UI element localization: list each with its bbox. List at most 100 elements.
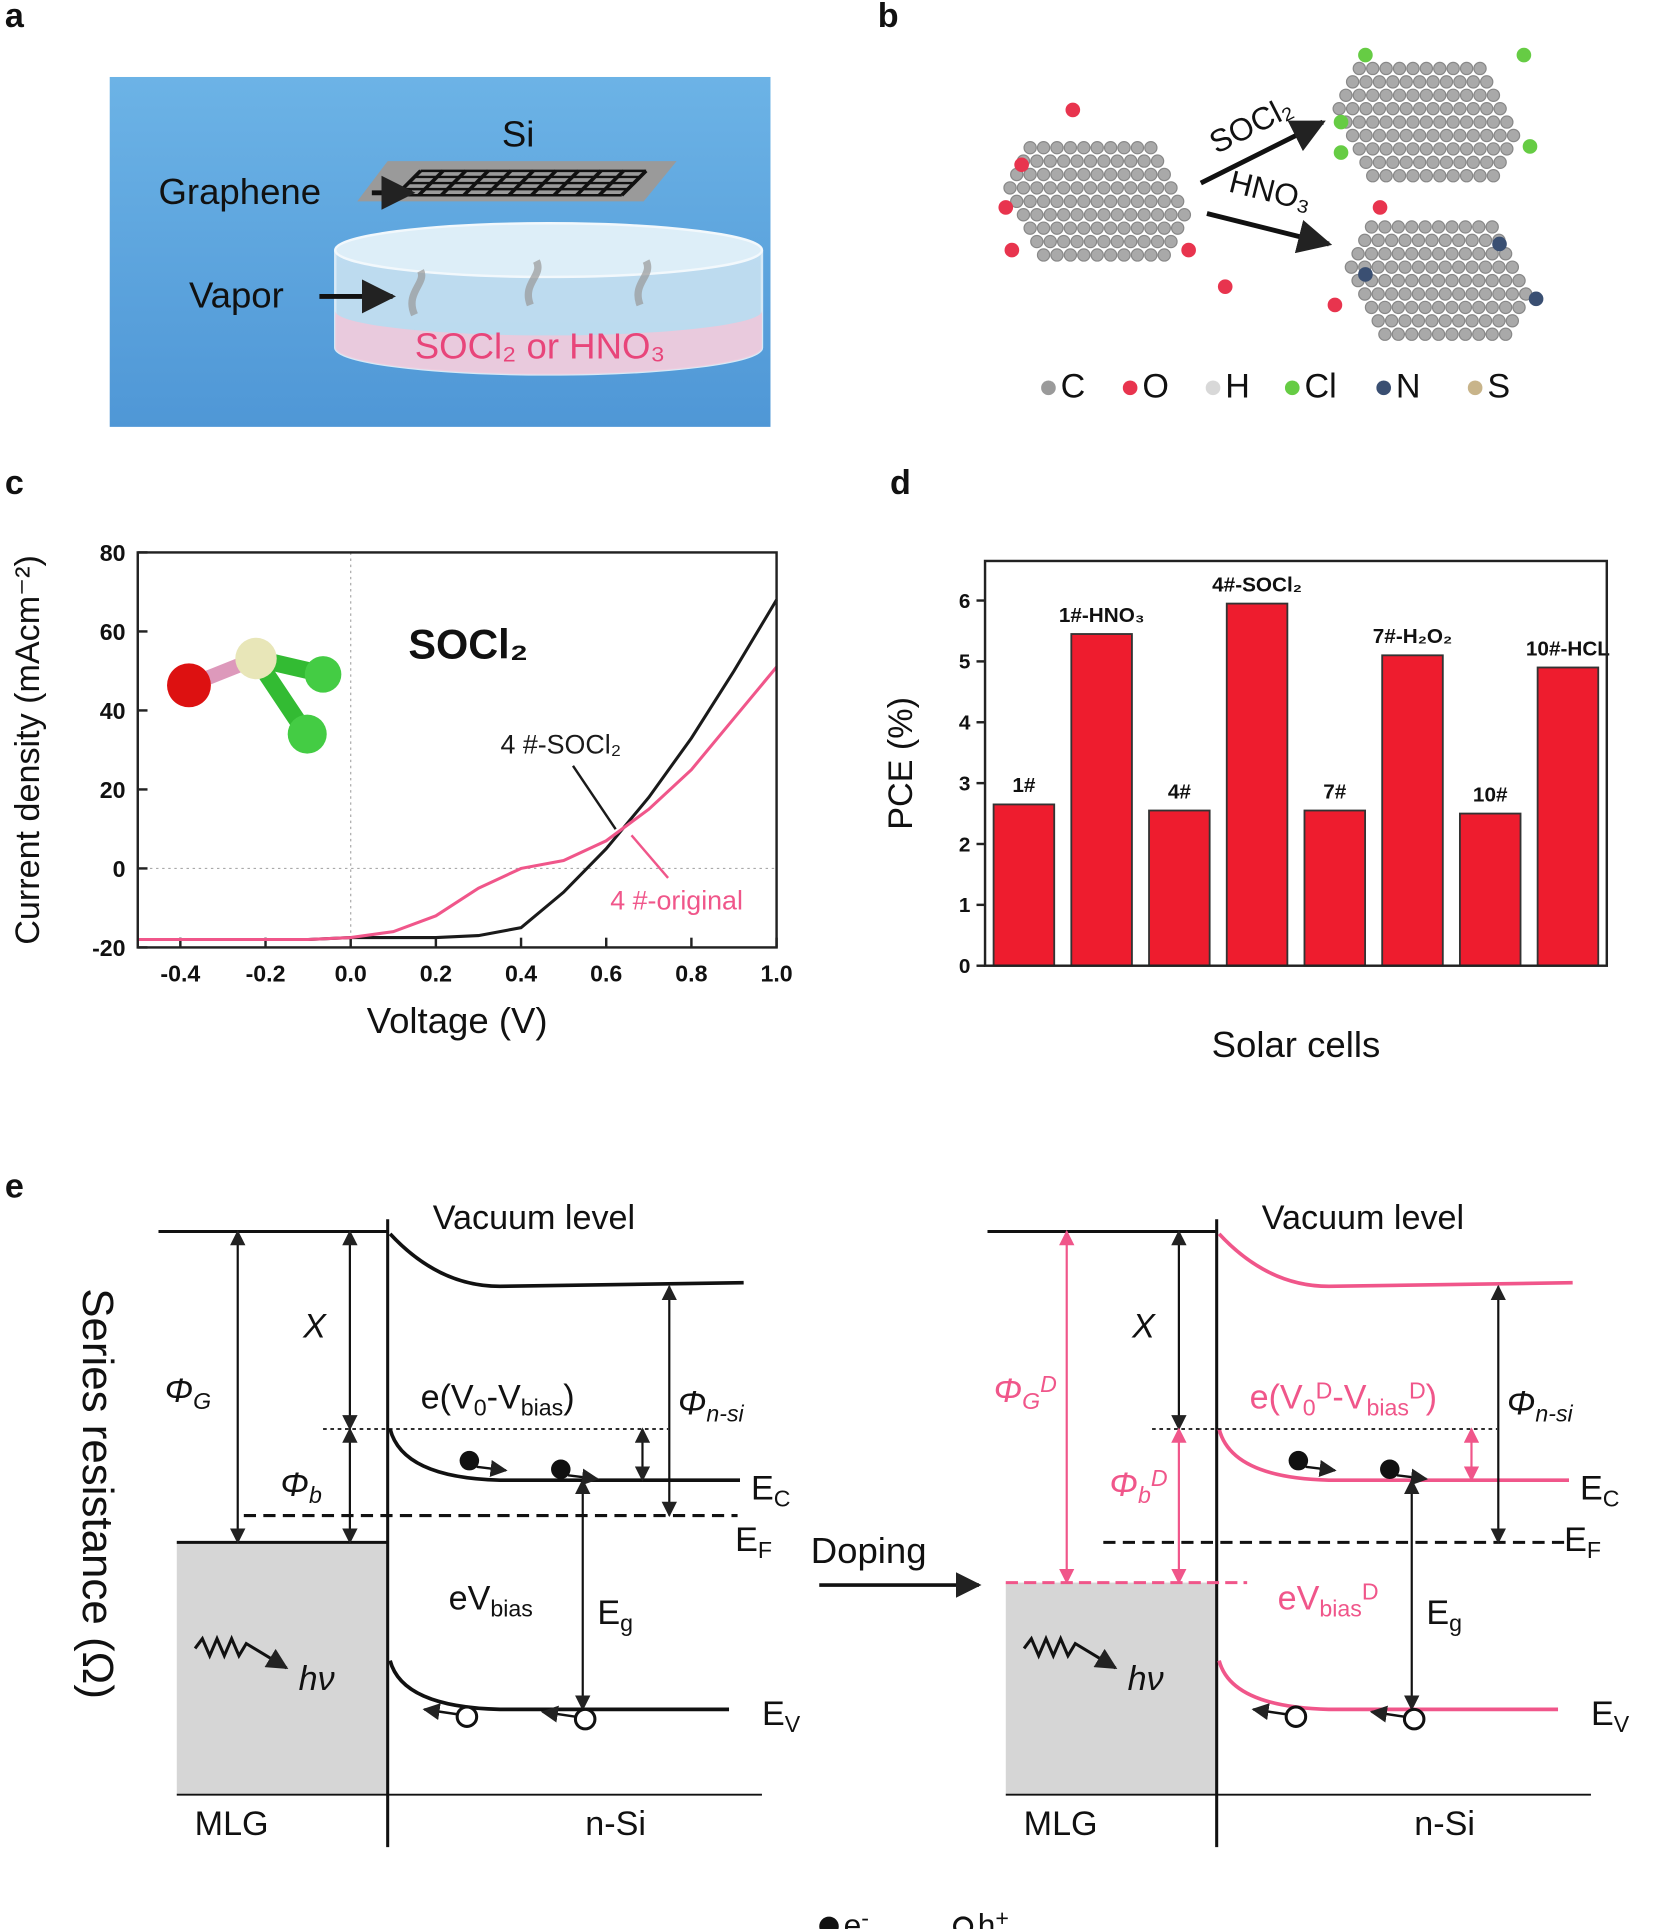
carbon-atom	[1453, 101, 1467, 116]
band-label: MLG	[1024, 1805, 1098, 1843]
band-label: ΦG	[165, 1372, 212, 1414]
carbon-atom	[1425, 260, 1439, 274]
carbon-atom	[1411, 314, 1426, 328]
carbon-atom	[1103, 221, 1118, 235]
carbon-atom	[1056, 208, 1071, 222]
text-part: e	[844, 1907, 862, 1929]
carbon-atom	[1103, 140, 1118, 155]
carbon-atom	[1392, 88, 1407, 102]
carbon-atom	[1406, 169, 1420, 183]
carbon-atom	[1332, 101, 1346, 116]
carbon-atom	[1466, 128, 1481, 143]
bar-label: 10#-HCL	[1526, 637, 1610, 660]
carbon-atom	[1117, 167, 1131, 182]
carbon-atom	[1411, 260, 1426, 274]
carbon-atom	[1492, 314, 1506, 328]
x-tick-label: -0.4	[160, 961, 200, 987]
carbon-atom	[1433, 142, 1447, 156]
carbon-atom	[1157, 194, 1171, 209]
carbon-atom	[1150, 234, 1165, 249]
carbon-atom	[1016, 181, 1031, 195]
band-label: ΦGD	[994, 1371, 1057, 1414]
carbon-atom	[1445, 273, 1459, 288]
carbon-atom	[1411, 233, 1426, 248]
text-part: E	[1426, 1594, 1449, 1632]
text-part: )	[1426, 1378, 1437, 1416]
hole	[1402, 1707, 1426, 1731]
decor-atom	[1327, 297, 1343, 313]
text-part: MLG	[195, 1805, 269, 1843]
carbon-atom	[1473, 169, 1487, 183]
carbon-atom	[1399, 128, 1413, 143]
carbon-atom	[1344, 260, 1359, 274]
text-part: E	[1591, 1695, 1614, 1733]
plot-frame	[136, 551, 778, 949]
decor-atom	[1333, 114, 1349, 130]
electron	[551, 1459, 571, 1479]
carbon-atom	[1473, 142, 1487, 156]
band-label: Vacuum level	[433, 1199, 635, 1237]
series-label: 4 #-SOCl₂	[500, 730, 621, 760]
text-part: MLG	[1024, 1805, 1098, 1843]
carbon-atom	[1030, 234, 1044, 249]
y-tick-label: 4	[959, 712, 971, 735]
decor-atom	[287, 714, 327, 754]
carbon-atom	[1505, 314, 1520, 328]
carbon-atom	[1480, 101, 1494, 116]
carbon-atom	[1398, 314, 1412, 328]
bar-label: 10#	[1473, 783, 1508, 806]
carbon-atom	[1063, 140, 1078, 155]
carbon-atom	[1359, 101, 1373, 116]
carbon-atom	[1405, 300, 1419, 315]
leader-line	[630, 834, 670, 879]
carbon-atom	[1144, 140, 1158, 155]
carbon-atom	[1103, 248, 1118, 262]
text-part: Vacuum level	[1262, 1199, 1464, 1237]
carbon-atom	[1412, 128, 1427, 143]
carbon-atom	[1345, 75, 1360, 89]
decor-atom	[235, 637, 277, 680]
carbon-atom	[1036, 248, 1051, 262]
carbon-atom	[1117, 221, 1131, 235]
carbon-atom	[1472, 247, 1486, 261]
carbon-atom	[1419, 169, 1434, 183]
text-part: Φ	[280, 1466, 309, 1504]
carbon-atom	[1418, 327, 1432, 341]
carbon-atom	[1144, 221, 1158, 235]
carbon-atom	[1384, 233, 1399, 248]
text-part: Φ	[1507, 1384, 1536, 1422]
carbon-atom	[1438, 287, 1452, 301]
carbon-atom	[1391, 220, 1406, 234]
carbon-atom	[1439, 155, 1454, 170]
carbon-atom	[1399, 75, 1413, 89]
text-part: 0	[474, 1394, 487, 1420]
carbon-atom	[1446, 169, 1460, 183]
band-curve	[388, 1232, 744, 1289]
band-label: eVbiasD	[1278, 1578, 1379, 1621]
carbon-atom	[1359, 75, 1373, 89]
text-part: E	[1564, 1521, 1587, 1559]
band-label: EV	[762, 1695, 801, 1737]
carbon-atom	[1170, 221, 1185, 235]
carbon-atom	[1056, 154, 1071, 168]
carbon-atom	[1352, 61, 1367, 76]
carbon-atom	[1366, 61, 1380, 76]
text-part: h	[978, 1907, 996, 1929]
carbon-atom	[1110, 208, 1125, 222]
y-tick-label: 0	[959, 955, 971, 978]
text-part: Vacuum level	[433, 1199, 635, 1237]
carbon-atom	[1016, 208, 1031, 222]
carbon-atom	[1372, 75, 1387, 89]
photon	[193, 1634, 289, 1670]
carbon-atom	[1339, 88, 1353, 102]
band-label: Vacuum level	[1262, 1199, 1464, 1237]
carbon-atom	[1473, 115, 1487, 129]
carbon-atom	[1453, 155, 1467, 170]
carbon-atom	[1480, 155, 1494, 170]
text-part: +	[995, 1905, 1009, 1929]
carbon-atom	[1023, 167, 1037, 182]
text-part: bias	[1319, 1595, 1361, 1621]
atom-legend-label: S	[1487, 368, 1510, 406]
carbon-atom	[1431, 247, 1446, 261]
text-part: V	[1614, 1711, 1630, 1737]
